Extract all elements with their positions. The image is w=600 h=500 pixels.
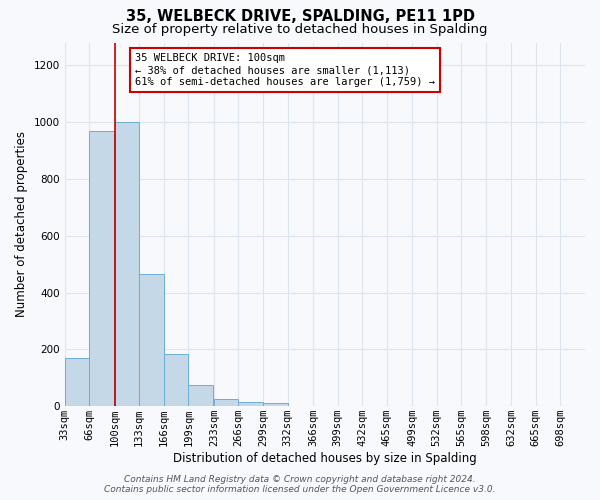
Bar [263, 404, 287, 406]
Bar [214, 399, 238, 406]
Text: Size of property relative to detached houses in Spalding: Size of property relative to detached ho… [112, 22, 488, 36]
Y-axis label: Number of detached properties: Number of detached properties [15, 132, 28, 318]
Bar [89, 130, 114, 406]
Bar [139, 274, 164, 406]
Bar [164, 354, 188, 406]
Text: 35, WELBECK DRIVE, SPALDING, PE11 1PD: 35, WELBECK DRIVE, SPALDING, PE11 1PD [125, 9, 475, 24]
Text: Contains HM Land Registry data © Crown copyright and database right 2024.
Contai: Contains HM Land Registry data © Crown c… [104, 474, 496, 494]
Bar [238, 402, 263, 406]
X-axis label: Distribution of detached houses by size in Spalding: Distribution of detached houses by size … [173, 452, 477, 465]
Bar [188, 385, 213, 406]
Bar [115, 122, 139, 406]
Text: 35 WELBECK DRIVE: 100sqm
← 38% of detached houses are smaller (1,113)
61% of sem: 35 WELBECK DRIVE: 100sqm ← 38% of detach… [135, 54, 435, 86]
Bar [65, 358, 89, 406]
